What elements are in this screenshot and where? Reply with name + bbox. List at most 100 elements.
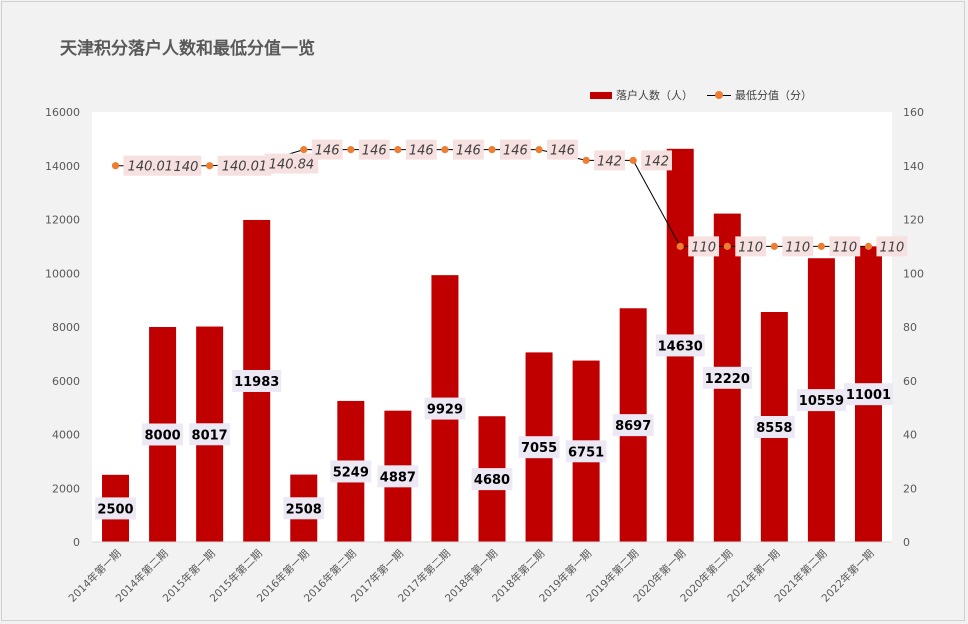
- line-point-13: [723, 242, 731, 250]
- chart-legend: 落户人数（人） 最低分值（分）: [590, 87, 826, 103]
- bar-label-box-7: [424, 397, 466, 420]
- left-axis-tick-16000: 16000: [45, 106, 80, 119]
- line-label-3: 140.84: [269, 157, 315, 172]
- bar-label-box-9: [518, 436, 560, 459]
- line-label-4: 146: [315, 144, 340, 159]
- line-label-box-15: [829, 236, 861, 257]
- left-axis-tick-12000: 12000: [45, 214, 80, 227]
- bar-data-labels: 2500 8000 8017 11983 2508 5249 4887 9929 4680 705…: [95, 334, 893, 520]
- bar-label-box-1: [142, 423, 183, 446]
- line-label-2: 140.01: [222, 160, 268, 175]
- line-label-9: 146: [550, 144, 575, 159]
- line-point-15: [817, 242, 826, 250]
- bar-label-box-8: [471, 468, 513, 491]
- line-label-box-10: [594, 150, 625, 171]
- bar-label-4: 2508: [286, 502, 322, 517]
- bar-label-8: 4680: [474, 473, 510, 488]
- legend-item-line: 最低分值（分）: [707, 87, 812, 103]
- line-point-2: [206, 162, 214, 170]
- line-point-12: [676, 242, 684, 250]
- right-axis-tick-120: 120: [903, 214, 924, 227]
- bar-label-box-15: [796, 389, 846, 412]
- bar-label-box-11: [612, 414, 654, 437]
- right-axis-tick-60: 60: [903, 375, 917, 388]
- bar-label-6: 4887: [380, 470, 416, 485]
- line-point-7: [441, 146, 449, 154]
- right-axis-tick-20: 20: [903, 482, 917, 495]
- line-label-box-0: [123, 155, 178, 176]
- legend-bar-label: 落户人数（人）: [616, 89, 693, 102]
- bar-label-15: 10559: [799, 394, 844, 409]
- line-label-box-12: [688, 236, 720, 257]
- left-axis: 0 2000 4000 6000 8000 10000 12000 14000 16000: [45, 106, 80, 549]
- line-label-0: 140.01: [128, 160, 174, 175]
- line-label-12: 110: [691, 240, 716, 255]
- line-point-0: [111, 162, 120, 170]
- bar-label-7: 9929: [427, 403, 463, 418]
- line-label-7: 146: [456, 144, 481, 159]
- legend-line-swatch: [707, 90, 731, 100]
- bar-label-box-16: [843, 383, 893, 406]
- right-axis-tick-100: 100: [903, 267, 924, 280]
- x-axis: 2014年第一期2014年第二期2015年第一期2015年第二期2016年第一期…: [66, 541, 892, 605]
- bar-label-box-6: [377, 465, 419, 488]
- legend-bar-swatch: [590, 91, 612, 99]
- line-point-11: [629, 156, 637, 164]
- legend-item-bar: 落户人数（人）: [590, 87, 693, 103]
- bar-label-9: 7055: [521, 441, 557, 456]
- line-label-10: 142: [597, 154, 622, 169]
- right-axis: 0 20 40 60 80 100 120 140 160: [903, 106, 924, 549]
- right-axis-tick-160: 160: [903, 106, 924, 119]
- line-point-10: [582, 156, 590, 164]
- line-point-5: [347, 146, 355, 154]
- bar-label-16: 11001: [846, 388, 891, 403]
- line-label-box-5: [358, 139, 390, 160]
- line-label-16: 110: [879, 240, 904, 255]
- line-point-6: [394, 146, 402, 154]
- line-label-6: 146: [409, 144, 434, 159]
- right-axis-tick-0: 0: [903, 536, 910, 549]
- line-label-15: 110: [832, 240, 857, 255]
- line-label-box-7: [452, 139, 484, 160]
- bar-label-14: 8558: [756, 421, 792, 436]
- bar-label-box-3: [232, 369, 282, 392]
- bar-label-0: 2500: [97, 502, 133, 517]
- left-axis-tick-2000: 2000: [52, 482, 80, 495]
- bar-label-5: 5249: [333, 465, 369, 480]
- line-point-8: [488, 146, 496, 154]
- chart-title: 天津积分落户人数和最低分值一览: [60, 39, 315, 59]
- bar-label-box-4: [283, 497, 325, 520]
- bar-label-11: 8697: [615, 419, 651, 434]
- left-axis-tick-10000: 10000: [45, 267, 80, 280]
- line-label-box-13: [735, 236, 767, 257]
- line-point-14: [770, 242, 778, 250]
- left-axis-tick-6000: 6000: [52, 375, 80, 388]
- line-label-box-9: [547, 139, 578, 160]
- bar-label-10: 6751: [568, 445, 604, 460]
- line-label-1: 140: [174, 160, 199, 175]
- right-axis-tick-40: 40: [903, 429, 917, 442]
- line-label-box-4: [311, 139, 343, 160]
- bar-label-box-2: [189, 423, 231, 446]
- line-point-16: [864, 242, 873, 250]
- line-label-box-14: [782, 236, 814, 257]
- line-label-box-16: [876, 236, 908, 257]
- left-axis-tick-0: 0: [73, 536, 80, 549]
- line-label-box-11: [641, 150, 672, 171]
- line-label-box-6: [405, 139, 437, 160]
- line-label-13: 110: [738, 240, 763, 255]
- bar-label-1: 8000: [144, 429, 180, 444]
- right-axis-tick-140: 140: [903, 160, 924, 173]
- left-axis-tick-8000: 8000: [52, 321, 80, 334]
- bar-label-box-12: [655, 334, 705, 357]
- bar-label-box-0: [95, 497, 136, 520]
- line-label-8: 146: [503, 144, 528, 159]
- line-point-4: [300, 146, 308, 154]
- line-label-box-2: [217, 155, 272, 176]
- line-point-9: [535, 146, 543, 154]
- line-label-11: 142: [644, 154, 669, 169]
- bar-label-3: 11983: [234, 375, 279, 390]
- right-axis-tick-80: 80: [903, 321, 917, 334]
